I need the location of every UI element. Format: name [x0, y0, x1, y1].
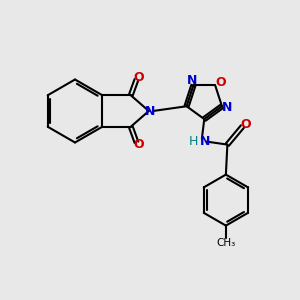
Text: O: O [133, 138, 144, 151]
Text: O: O [215, 76, 226, 89]
Text: O: O [240, 118, 251, 131]
Text: N: N [200, 135, 211, 148]
Text: O: O [133, 71, 144, 84]
Text: N: N [187, 74, 197, 87]
Text: CH₃: CH₃ [217, 238, 236, 248]
Text: N: N [145, 104, 155, 118]
Text: N: N [222, 101, 232, 114]
Text: H: H [189, 135, 198, 148]
